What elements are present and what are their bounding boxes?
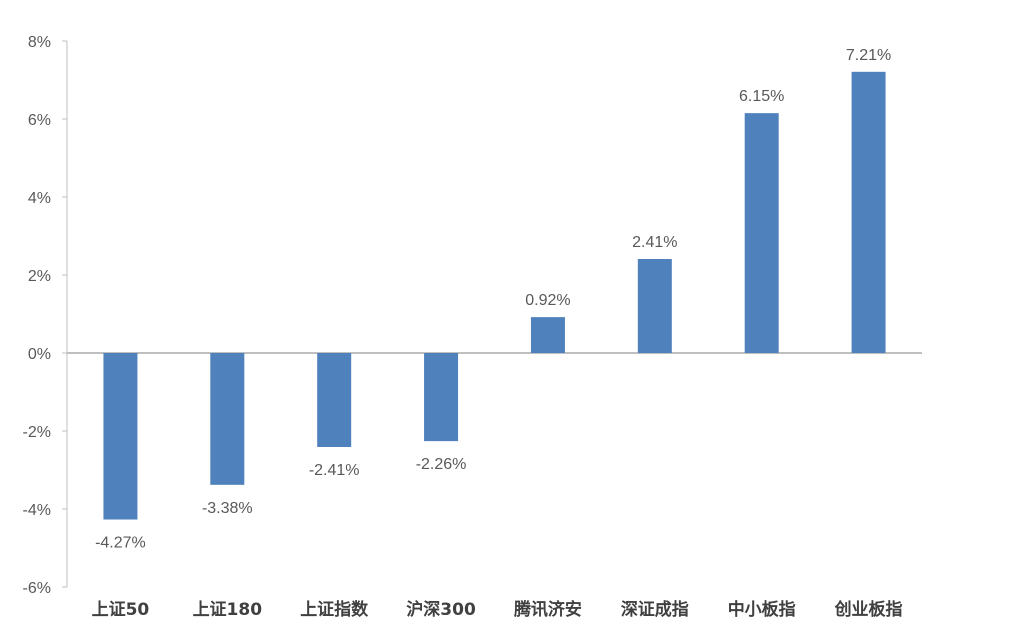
data-label-4: -2.26%	[416, 456, 467, 473]
bar-7	[744, 113, 779, 354]
category-label-7: 中小板指	[728, 599, 796, 620]
y-tick-label: -2%	[23, 424, 51, 441]
y-tick-label: 8%	[28, 34, 51, 51]
bar-6	[637, 259, 672, 353]
data-label-8: 7.21%	[846, 47, 891, 64]
data-label-1: -4.27%	[95, 535, 146, 552]
axes: -6% -4% -2% 0% 2% 4% 6% 8%	[23, 34, 922, 597]
bar-4	[424, 353, 459, 442]
category-label-2: 上证180	[193, 600, 263, 620]
category-label-3: 上证指数	[300, 599, 369, 620]
y-tick-label: 0%	[28, 346, 51, 363]
category-label-1: 上证50	[92, 600, 150, 620]
category-label-6: 深证成指	[621, 599, 689, 620]
y-tick-label: -4%	[23, 502, 51, 519]
category-label-5: 腾讯济安	[514, 599, 582, 620]
y-tick-label: 6%	[28, 112, 51, 129]
bar-3	[317, 353, 352, 447]
data-label-5: 0.92%	[525, 292, 570, 309]
category-label-4: 沪深300	[406, 599, 476, 620]
data-label-3: -2.41%	[309, 462, 360, 479]
data-label-6: 2.41%	[632, 234, 677, 251]
y-tick-label: -6%	[23, 580, 51, 597]
y-tick-label: 2%	[28, 268, 51, 285]
category-label-8: 创业板指	[834, 599, 903, 620]
bars	[103, 71, 886, 520]
data-label-7: 6.15%	[739, 88, 784, 105]
bar-2	[210, 353, 245, 485]
labels: -4.27% 上证50 -3.38% 上证180 -2.41% 上证指数 -2.26% 沪深3…	[92, 47, 903, 620]
bar-5	[530, 317, 565, 353]
y-tick-label: 4%	[28, 190, 51, 207]
data-label-2: -3.38%	[202, 500, 253, 517]
bar-1	[103, 353, 138, 520]
bar-8	[851, 71, 886, 353]
